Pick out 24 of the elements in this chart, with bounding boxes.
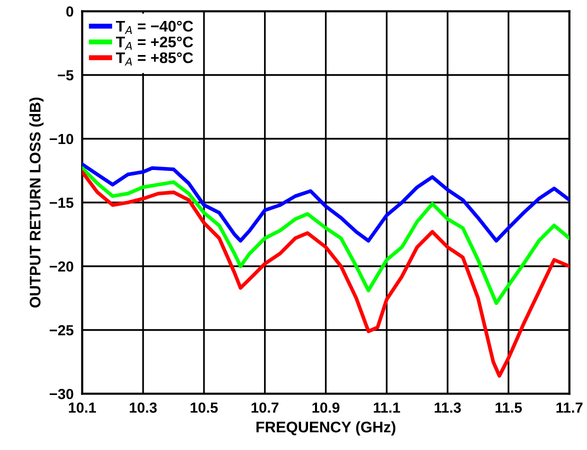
y-tick-label: −25 <box>50 325 74 336</box>
legend-label: T$_{A}$ = −40°C <box>116 20 194 34</box>
x-tick-label: 10.7 <box>252 402 278 413</box>
y-tick-label: −15 <box>50 198 74 208</box>
line-series <box>82 166 570 306</box>
x-tick-label: 11.7 <box>556 402 583 413</box>
x-tick-label: 10.3 <box>130 402 157 413</box>
legend-label: T$_{A}$ = +25°C <box>116 36 194 50</box>
y-tick-label: 0 <box>66 6 74 17</box>
y-tick-label: −30 <box>50 388 74 400</box>
legend-label: T$_{A}$ = +85°C <box>116 52 194 66</box>
y-tick-label: −10 <box>50 134 74 144</box>
x-tick-label: 10.5 <box>190 402 218 413</box>
x-tick-label: 11.1 <box>374 402 400 413</box>
x-tick-label: 11.3 <box>434 402 461 413</box>
x-axis-title: FREQUENCY (GHz) <box>256 421 396 436</box>
y-axis-title: OUTPUT RETURN LOSS (dB) <box>29 98 44 308</box>
x-tick-label: 10.1 <box>68 402 96 413</box>
line-series <box>82 170 570 378</box>
y-tick-label: −5 <box>58 70 74 80</box>
x-tick-label: 11.5 <box>496 402 522 413</box>
x-tick-label: 10.9 <box>312 402 340 413</box>
line-series <box>82 162 570 243</box>
y-tick-label: −20 <box>50 261 74 272</box>
